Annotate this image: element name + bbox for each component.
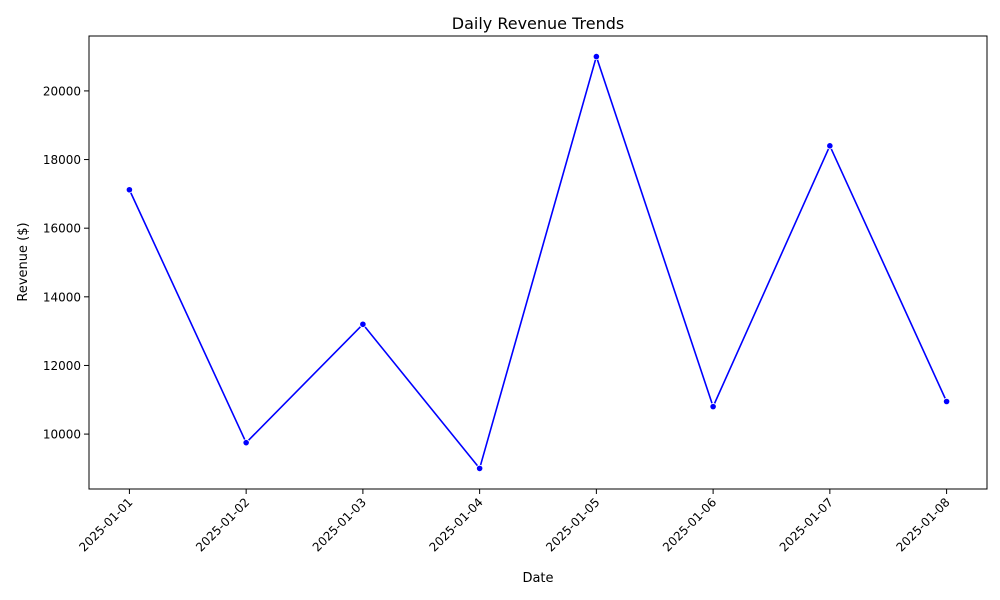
x-tick-label: 2025-01-06 xyxy=(660,495,719,554)
y-tick-label: 10000 xyxy=(43,428,81,442)
data-point xyxy=(592,52,600,61)
data-point xyxy=(125,186,134,194)
series-line xyxy=(128,55,948,470)
y-tick-label: 20000 xyxy=(43,84,81,98)
x-tick-label: 2025-01-03 xyxy=(310,495,369,554)
y-tick-label: 14000 xyxy=(43,290,81,304)
x-tick-label: 2025-01-01 xyxy=(76,495,135,554)
x-axis-label: Date xyxy=(522,571,553,586)
x-axis-ticks: 2025-01-01 2025-01-02 2025-01-03 2025-01-04… xyxy=(76,489,953,554)
data-point xyxy=(826,142,834,150)
y-axis-label: Revenue ($) xyxy=(16,222,31,301)
data-point xyxy=(242,439,250,447)
y-axis-ticks: 10000 12000 14000 16000 18000 20000 xyxy=(43,84,89,442)
x-tick-label: 2025-01-02 xyxy=(193,495,252,554)
x-tick-label: 2025-01-04 xyxy=(427,495,486,554)
x-tick-label: 2025-01-07 xyxy=(777,495,836,554)
data-point xyxy=(942,397,951,406)
data-point xyxy=(476,464,484,473)
data-point xyxy=(359,320,367,328)
y-tick-label: 12000 xyxy=(43,359,81,373)
series-layer xyxy=(125,52,951,473)
y-tick-label: 16000 xyxy=(43,222,81,236)
x-tick-label: 2025-01-08 xyxy=(893,495,952,554)
x-tick-label: 2025-01-05 xyxy=(543,495,602,554)
chart-title: Daily Revenue Trends xyxy=(452,14,624,33)
plot-frame xyxy=(88,35,988,490)
data-point xyxy=(709,403,717,411)
y-tick-label: 18000 xyxy=(43,153,81,167)
